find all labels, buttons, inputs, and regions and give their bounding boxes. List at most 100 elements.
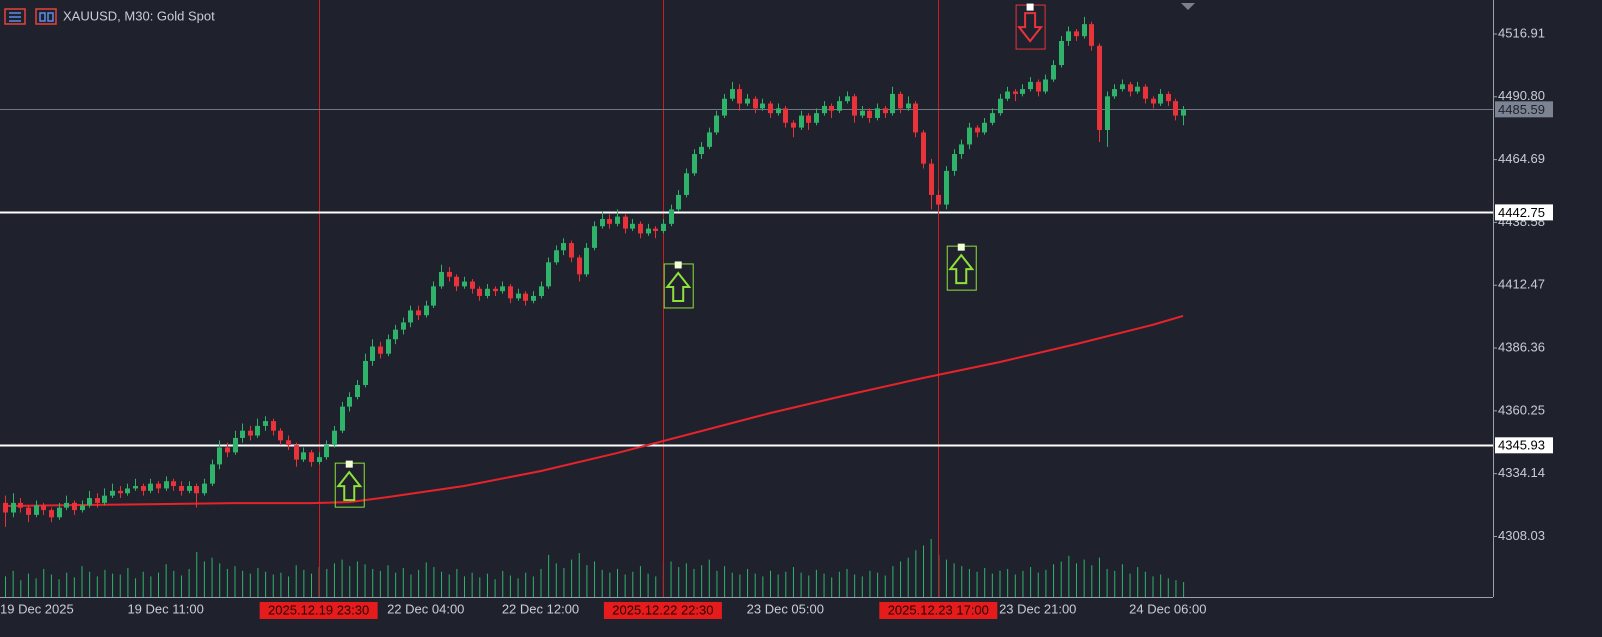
current-price-label: 4485.59	[1498, 102, 1545, 117]
candle-body	[1013, 91, 1018, 94]
candle-body	[699, 146, 704, 155]
candle-body	[1066, 31, 1071, 41]
candle-body	[102, 495, 107, 503]
candle-body	[952, 154, 957, 171]
x-tick-label: 22 Dec 04:00	[387, 601, 464, 616]
candle-body	[921, 132, 926, 164]
candle-body	[845, 96, 850, 102]
signal-up	[946, 243, 977, 291]
y-tick-label: 4334.14	[1498, 465, 1545, 480]
candle-body	[638, 223, 643, 234]
candle-body	[1112, 89, 1117, 97]
x-tick-label: 23 Dec 05:00	[747, 601, 824, 616]
candle-body	[615, 216, 620, 224]
chart-title: XAUUSD, M30: Gold Spot	[63, 8, 215, 23]
candle-body	[516, 293, 521, 299]
candle-body	[791, 122, 796, 128]
candle-body	[990, 113, 995, 123]
signal-arrow	[948, 253, 975, 285]
candle-body	[1089, 24, 1094, 46]
candle-body	[569, 243, 574, 258]
candle-body	[730, 89, 735, 99]
candle-body	[959, 144, 964, 155]
y-tick-label: 4464.69	[1498, 151, 1545, 166]
candle-body	[332, 430, 337, 446]
candle-body	[355, 384, 360, 398]
candle-body	[118, 490, 123, 494]
candle-body	[240, 430, 245, 438]
y-tick-label: 4386.36	[1498, 339, 1545, 354]
signal-up	[663, 261, 694, 309]
shift-marker	[1181, 3, 1195, 10]
candle-body	[1005, 91, 1010, 99]
signal-point	[957, 243, 965, 251]
signal-point	[1026, 3, 1034, 11]
candle-body	[554, 250, 559, 263]
level-tag-label: 4345.93	[1498, 438, 1545, 453]
x-tick-label: 19 Dec 11:00	[127, 601, 203, 616]
candle-body	[41, 505, 46, 511]
candle-body	[906, 103, 911, 109]
candle-body	[148, 483, 153, 491]
icon[interactable]	[35, 8, 57, 25]
candle-body	[998, 98, 1003, 114]
candle-body	[1036, 81, 1041, 92]
candle-body	[18, 502, 23, 508]
candle-body	[171, 481, 176, 487]
candle-body	[1135, 86, 1140, 92]
candle-body	[753, 98, 758, 109]
candle-body	[1105, 96, 1110, 130]
candle-body	[814, 113, 819, 123]
candle-body	[1074, 31, 1079, 37]
candle-body	[294, 445, 299, 460]
candle-body	[255, 425, 260, 436]
candle-body	[1028, 81, 1033, 90]
signal-down	[1015, 3, 1046, 50]
candle-body	[64, 502, 69, 508]
x-tick-label: 24 Dec 06:00	[1129, 601, 1206, 616]
candle-body	[1151, 98, 1156, 104]
candle-body	[477, 288, 482, 296]
candle-body	[1082, 24, 1087, 37]
icon	[47, 12, 54, 22]
candle-body	[133, 486, 138, 489]
candle-body	[286, 440, 291, 446]
candle-body	[454, 276, 459, 287]
candle-body	[653, 228, 658, 232]
candle-body	[87, 498, 92, 506]
level-tag	[1495, 437, 1553, 454]
candle-body	[324, 445, 329, 458]
toolbar-icons[interactable]	[4, 8, 57, 25]
candle-body	[707, 132, 712, 147]
candle-body	[936, 194, 941, 205]
candle-body	[179, 486, 184, 491]
candle-body	[72, 502, 77, 511]
candle-body	[982, 122, 987, 133]
candle-body	[913, 103, 918, 133]
candle-body	[271, 421, 276, 431]
candle-body	[745, 98, 750, 104]
icon[interactable]	[4, 8, 26, 25]
y-tick-label: 4490.80	[1498, 88, 1545, 103]
candle-body	[233, 437, 238, 453]
signal-arrow	[665, 271, 692, 302]
candle-body	[623, 216, 628, 229]
candle-body	[11, 502, 16, 513]
candle-body	[1173, 101, 1178, 116]
candle-body	[164, 481, 169, 489]
candle-body	[141, 486, 146, 491]
candle-body	[431, 286, 436, 306]
candle-body	[470, 281, 475, 289]
candle-body	[837, 101, 842, 111]
level-tag	[1495, 204, 1553, 221]
candle-body	[447, 271, 452, 277]
candle-body	[187, 486, 192, 491]
candle-body	[676, 194, 681, 210]
candle-body	[944, 170, 949, 205]
candle-body	[408, 310, 413, 323]
candle-body	[225, 447, 230, 453]
candle-body	[1158, 93, 1163, 104]
candle-body	[363, 360, 368, 385]
